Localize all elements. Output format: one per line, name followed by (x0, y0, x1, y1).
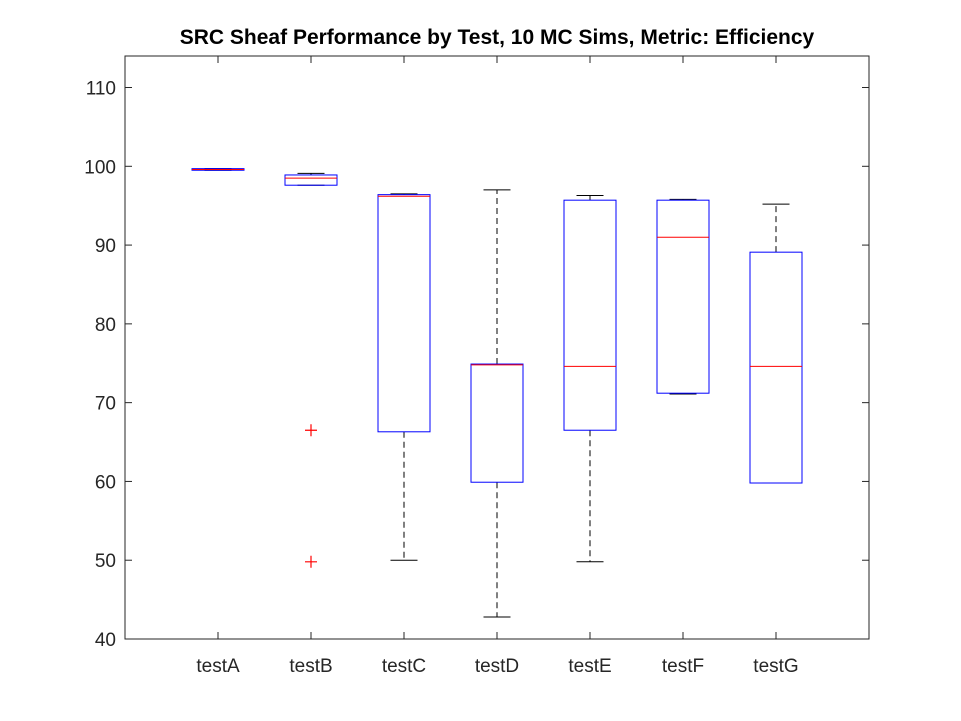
box-group-testC (377, 193, 431, 561)
x-tick-label: testD (475, 656, 519, 677)
chart-title: SRC Sheaf Performance by Test, 10 MC Sim… (180, 26, 815, 49)
y-tick-label: 80 (95, 315, 116, 336)
y-tick-label: 40 (95, 630, 116, 651)
box-iqr (284, 174, 338, 186)
outlier-marker (305, 424, 317, 437)
y-tick-label: 110 (86, 79, 116, 100)
plot-area (125, 56, 869, 639)
box-iqr (470, 363, 524, 483)
outlier-marker (305, 555, 317, 568)
box-iqr (563, 199, 617, 431)
y-tick-label: 60 (95, 472, 116, 493)
ticks-layer: testA testB testC testD testE testF testG 40 50 6… (84, 56, 869, 677)
y-tick-label: 100 (84, 157, 116, 178)
box-group-testE (563, 194, 617, 563)
box-group-testA (191, 168, 245, 171)
box-group-testG (749, 203, 803, 484)
x-tick-label: testC (382, 656, 426, 677)
x-tick-label: testG (753, 656, 798, 677)
box-group-testB (284, 172, 338, 568)
box-iqr (377, 194, 431, 433)
box-group-testD (470, 189, 524, 618)
boxes-layer (191, 168, 803, 618)
box-group-testF (656, 198, 710, 395)
box-iqr (749, 251, 803, 484)
y-tick-label: 90 (95, 236, 116, 257)
box-iqr (656, 199, 710, 394)
y-tick-label: 70 (95, 394, 116, 415)
x-tick-label: testB (289, 656, 332, 677)
y-tick-label: 50 (95, 551, 116, 572)
x-tick-label: testF (662, 656, 704, 677)
x-tick-label: testE (568, 656, 611, 677)
x-tick-label: testA (196, 656, 240, 677)
